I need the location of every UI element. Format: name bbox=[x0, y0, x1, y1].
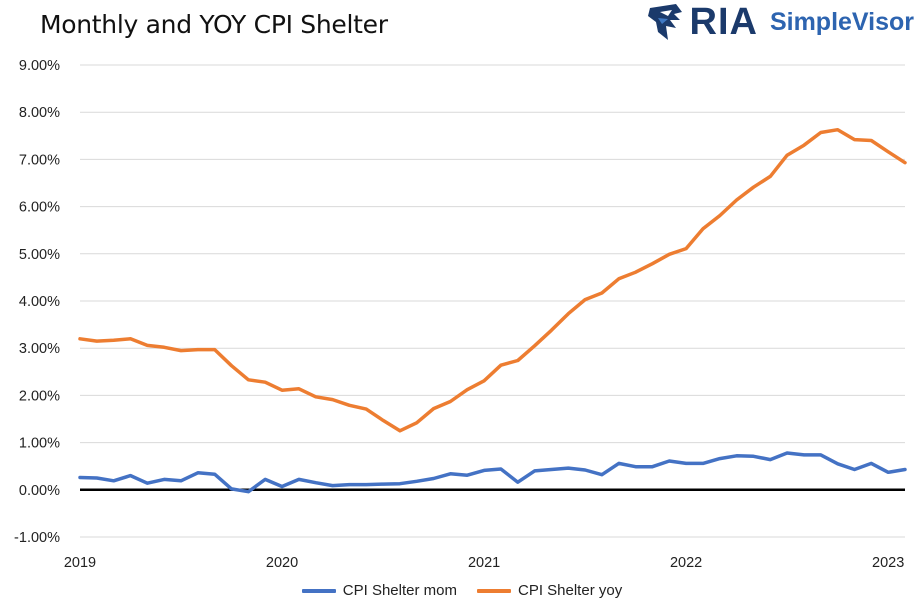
x-tick-label: 2020 bbox=[266, 555, 298, 571]
legend-label-mom: CPI Shelter mom bbox=[342, 582, 457, 599]
y-tick-label: 3.00% bbox=[19, 341, 60, 357]
series-line-yoy bbox=[78, 127, 907, 433]
x-tick-label: 2022 bbox=[670, 555, 702, 571]
y-tick-label: 2.00% bbox=[19, 388, 60, 404]
chart-title: Monthly and YOY CPI Shelter bbox=[40, 10, 388, 39]
brand-logo: RIA SimpleVisor bbox=[646, 1, 914, 43]
gridlines bbox=[80, 64, 905, 538]
y-tick-label: 8.00% bbox=[19, 105, 60, 121]
y-tick-label: 4.00% bbox=[19, 294, 60, 310]
line-chart: -1.00% 0.00% 1.00% 2.00% 3.00% 4.00% 5.00% 6.00… bbox=[14, 58, 907, 571]
y-tick-label: 5.00% bbox=[19, 247, 60, 263]
brand-product: SimpleVisor bbox=[769, 8, 914, 36]
x-tick-label: 2023 bbox=[872, 555, 904, 571]
y-tick-label: 0.00% bbox=[19, 483, 60, 499]
series-lines bbox=[78, 127, 907, 494]
eagle-head-icon bbox=[646, 2, 684, 42]
y-tick-label: 7.00% bbox=[19, 152, 60, 168]
legend-swatch-yoy bbox=[476, 588, 511, 593]
x-tick-label: 2021 bbox=[468, 555, 500, 571]
legend-label-yoy: CPI Shelter yoy bbox=[517, 582, 623, 599]
legend-item-yoy: CPI Shelter yoy bbox=[476, 582, 623, 599]
legend-item-mom: CPI Shelter mom bbox=[301, 582, 457, 599]
x-axis-labels: 2019 2020 2021 2022 2023 bbox=[64, 555, 904, 571]
y-tick-label: 9.00% bbox=[19, 58, 60, 74]
y-tick-label: 1.00% bbox=[19, 436, 60, 452]
series-line-mom bbox=[78, 451, 907, 494]
legend-swatch-mom bbox=[301, 588, 336, 593]
brand-name: RIA bbox=[689, 1, 758, 43]
x-tick-label: 2019 bbox=[64, 555, 96, 571]
legend: CPI Shelter mom CPI Shelter yoy bbox=[0, 582, 924, 599]
y-tick-label: 6.00% bbox=[19, 200, 60, 216]
y-tick-label: -1.00% bbox=[14, 530, 60, 546]
y-axis-labels: -1.00% 0.00% 1.00% 2.00% 3.00% 4.00% 5.00% 6.00… bbox=[14, 58, 60, 546]
